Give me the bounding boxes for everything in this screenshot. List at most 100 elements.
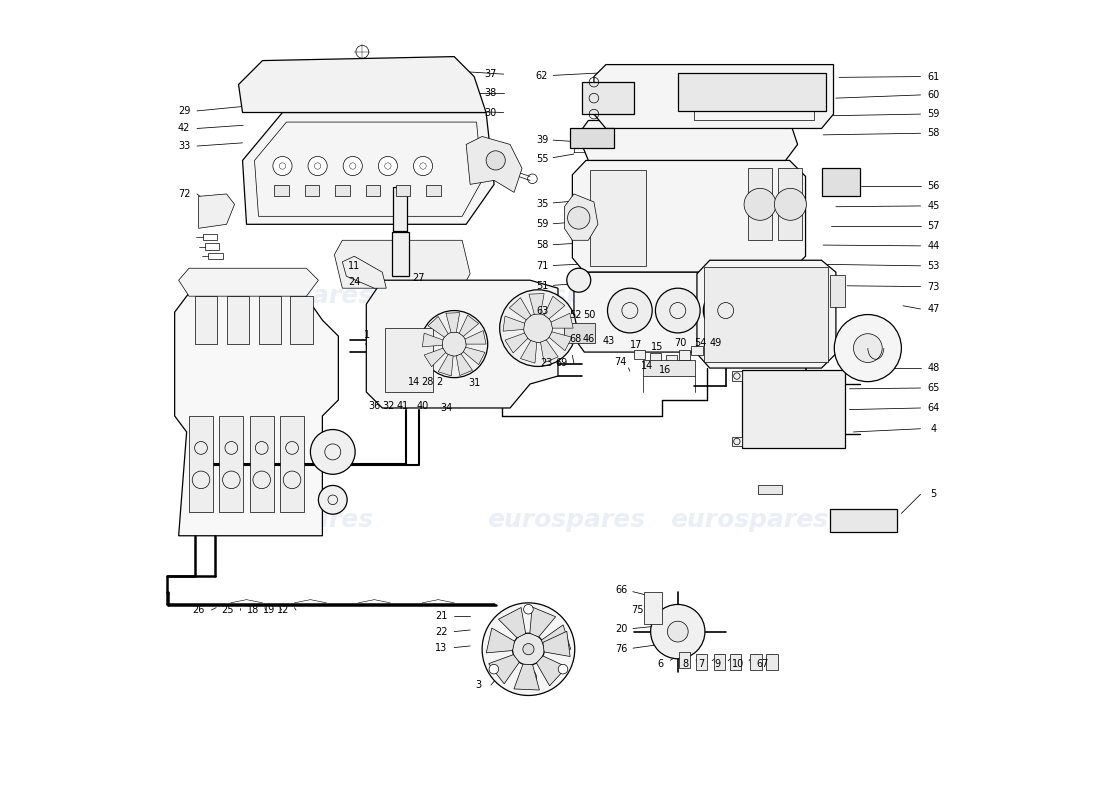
Bar bbox=[679, 350, 690, 360]
Circle shape bbox=[566, 268, 591, 292]
Bar bbox=[714, 654, 725, 670]
Circle shape bbox=[650, 605, 705, 658]
Text: 5: 5 bbox=[931, 490, 936, 499]
Text: 8: 8 bbox=[683, 658, 689, 669]
Bar bbox=[365, 185, 380, 196]
Bar bbox=[258, 296, 280, 344]
Text: 32: 32 bbox=[383, 401, 395, 410]
Circle shape bbox=[486, 151, 505, 170]
Text: 64: 64 bbox=[927, 403, 939, 413]
Text: 33: 33 bbox=[178, 141, 190, 151]
Bar bbox=[385, 328, 432, 392]
Text: 37: 37 bbox=[485, 69, 497, 79]
Bar bbox=[741, 370, 846, 448]
Bar bbox=[694, 111, 814, 121]
Text: 40: 40 bbox=[416, 401, 428, 410]
Text: eurospares: eurospares bbox=[216, 284, 374, 308]
Circle shape bbox=[273, 157, 292, 175]
Bar bbox=[779, 169, 802, 240]
Polygon shape bbox=[594, 65, 834, 129]
Bar bbox=[392, 232, 409, 276]
Text: 24: 24 bbox=[349, 277, 361, 287]
Polygon shape bbox=[428, 317, 448, 338]
Polygon shape bbox=[425, 348, 446, 366]
Text: 46: 46 bbox=[583, 334, 595, 344]
Text: 22: 22 bbox=[436, 626, 448, 637]
Bar bbox=[202, 234, 217, 240]
Text: 53: 53 bbox=[927, 261, 939, 271]
Circle shape bbox=[703, 288, 748, 333]
Polygon shape bbox=[537, 656, 566, 686]
Bar bbox=[336, 185, 350, 196]
Text: 57: 57 bbox=[927, 221, 939, 231]
Text: 36: 36 bbox=[368, 401, 381, 410]
Bar bbox=[678, 73, 825, 111]
Text: 59: 59 bbox=[536, 219, 548, 230]
Text: 34: 34 bbox=[440, 403, 452, 413]
Polygon shape bbox=[578, 121, 798, 161]
Circle shape bbox=[607, 288, 652, 333]
Text: 55: 55 bbox=[536, 154, 548, 164]
Polygon shape bbox=[540, 340, 558, 362]
Bar bbox=[645, 592, 662, 624]
Circle shape bbox=[522, 643, 534, 654]
Circle shape bbox=[520, 669, 537, 685]
Bar bbox=[396, 185, 410, 196]
Text: 44: 44 bbox=[927, 241, 939, 251]
Circle shape bbox=[558, 664, 568, 674]
Text: eurospares: eurospares bbox=[487, 508, 645, 532]
Bar bbox=[634, 350, 645, 359]
Text: eurospares: eurospares bbox=[671, 508, 828, 532]
Text: 16: 16 bbox=[659, 366, 671, 375]
Bar bbox=[570, 128, 614, 149]
Polygon shape bbox=[488, 654, 519, 684]
Text: 30: 30 bbox=[485, 107, 497, 118]
Bar bbox=[189, 416, 213, 512]
Text: 65: 65 bbox=[927, 383, 939, 393]
Circle shape bbox=[378, 157, 397, 175]
Circle shape bbox=[490, 664, 498, 674]
Polygon shape bbox=[456, 354, 473, 375]
Circle shape bbox=[414, 157, 432, 175]
Bar bbox=[205, 243, 219, 250]
Text: 27: 27 bbox=[412, 273, 425, 283]
Bar bbox=[564, 322, 595, 342]
Text: 58: 58 bbox=[927, 128, 939, 138]
Text: 2: 2 bbox=[437, 377, 443, 386]
Circle shape bbox=[499, 290, 576, 366]
Text: 45: 45 bbox=[927, 201, 939, 211]
Text: 63: 63 bbox=[536, 306, 548, 315]
Bar bbox=[227, 296, 249, 344]
Circle shape bbox=[834, 314, 901, 382]
Text: 12: 12 bbox=[277, 605, 289, 615]
Polygon shape bbox=[342, 256, 386, 288]
Text: 25: 25 bbox=[221, 605, 233, 615]
Text: 31: 31 bbox=[469, 378, 481, 388]
Polygon shape bbox=[509, 298, 531, 320]
Polygon shape bbox=[514, 664, 539, 690]
Text: 35: 35 bbox=[536, 198, 548, 209]
Text: 75: 75 bbox=[631, 605, 645, 615]
Text: 48: 48 bbox=[927, 363, 939, 373]
Circle shape bbox=[668, 622, 689, 642]
Polygon shape bbox=[574, 272, 805, 352]
Circle shape bbox=[568, 206, 590, 229]
Polygon shape bbox=[466, 137, 522, 192]
Polygon shape bbox=[199, 194, 234, 228]
Bar bbox=[704, 267, 828, 362]
Bar bbox=[250, 416, 274, 512]
Polygon shape bbox=[334, 240, 470, 288]
Text: eurospares: eurospares bbox=[487, 284, 645, 308]
Polygon shape bbox=[366, 280, 558, 408]
Polygon shape bbox=[505, 333, 528, 353]
Text: 59: 59 bbox=[927, 109, 939, 119]
Bar bbox=[426, 185, 441, 196]
Polygon shape bbox=[503, 316, 525, 331]
Polygon shape bbox=[549, 332, 572, 350]
Polygon shape bbox=[498, 607, 526, 638]
Text: 29: 29 bbox=[178, 106, 190, 116]
Circle shape bbox=[854, 334, 882, 362]
Polygon shape bbox=[697, 260, 836, 368]
Circle shape bbox=[774, 188, 806, 220]
Text: 9: 9 bbox=[715, 658, 720, 669]
